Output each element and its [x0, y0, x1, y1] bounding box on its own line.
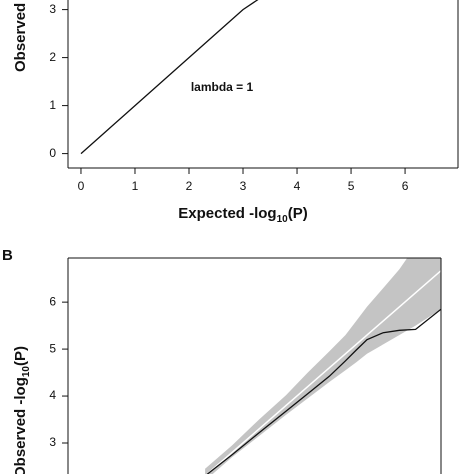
x-tick-label: 0 — [78, 179, 85, 193]
x-axis-label: Expected -log10(P) — [178, 205, 307, 225]
y-tick-label: 6 — [49, 294, 56, 308]
y-tick-label: 4 — [49, 388, 56, 402]
annotation: lambda = 1 — [191, 80, 254, 94]
y-axis-label-text: Observed -log — [12, 0, 29, 72]
y-axis-label: Observed -log10(P) — [12, 0, 32, 72]
y-tick-label: 3 — [49, 435, 56, 449]
y-tick-label: 2 — [49, 50, 56, 64]
plot-area — [80, 0, 259, 155]
y-tick-label: 1 — [49, 98, 56, 112]
x-axis-label-text: Expected -log — [178, 205, 276, 222]
y-axis-label-text: Observed -log — [12, 377, 29, 474]
x-tick-label: 2 — [186, 179, 193, 193]
x-tick-label: 4 — [294, 179, 301, 193]
x-axis-label-sub: 10 — [277, 214, 289, 225]
panel-label: B — [2, 247, 13, 264]
confidence-band — [205, 258, 441, 474]
y-tick-label: 3 — [49, 2, 56, 16]
x-tick-label: 1 — [132, 179, 139, 193]
qq-line — [206, 308, 441, 474]
y-axis-label-sub: 10 — [21, 366, 32, 378]
y-axis-label: Observed -log10(P) — [12, 346, 32, 474]
expected-line — [206, 270, 441, 474]
x-tick-label: 5 — [348, 179, 355, 193]
y-tick-label: 5 — [49, 341, 56, 355]
y-axis-label-tail: (P) — [12, 346, 29, 366]
x-tick-label: 3 — [240, 179, 247, 193]
x-tick-label: 6 — [402, 179, 409, 193]
qq-line — [80, 0, 259, 155]
plot-area — [205, 258, 441, 474]
x-axis-label-tail: (P) — [288, 205, 308, 222]
y-tick-label: 0 — [49, 146, 56, 160]
